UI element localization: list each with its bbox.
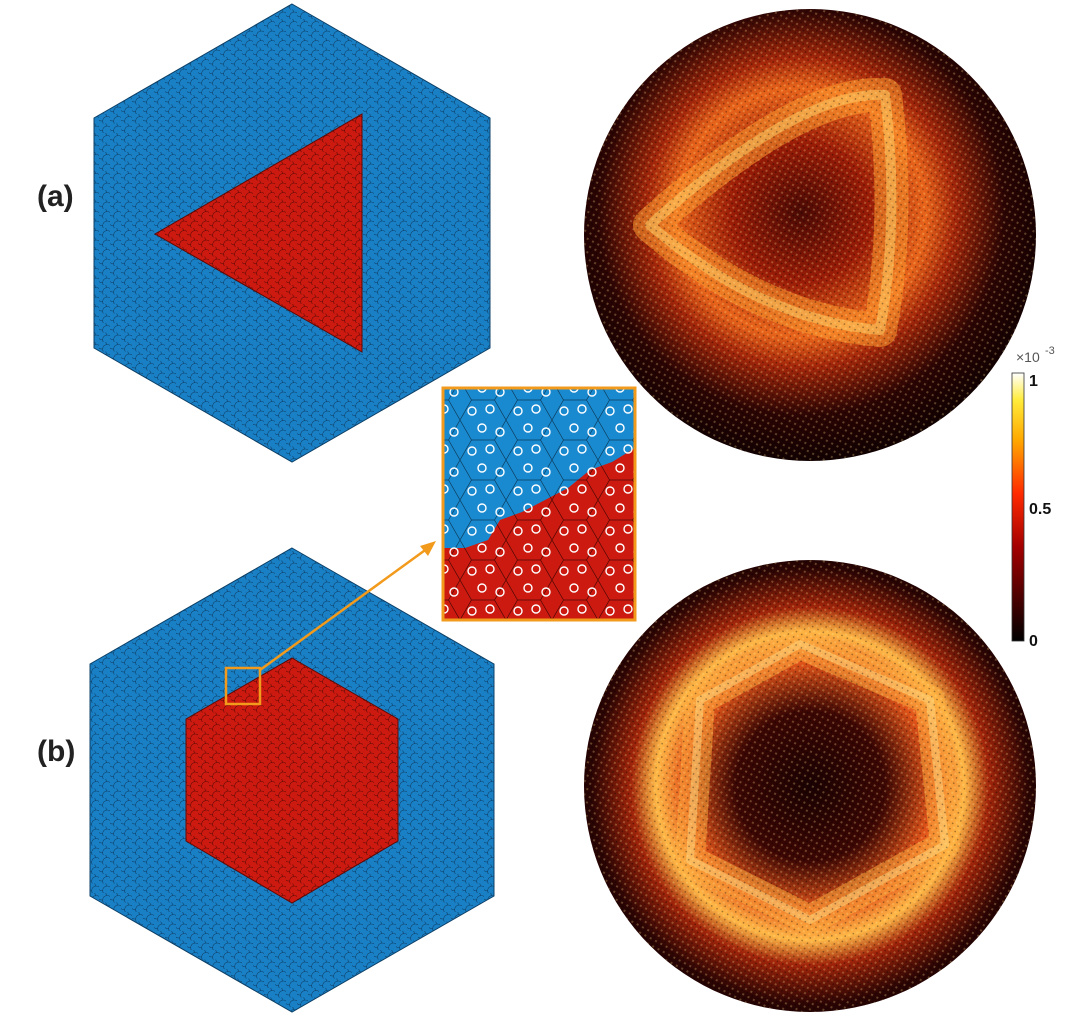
- colorbar-tick-min: 0: [1029, 633, 1038, 650]
- inset-frame: [441, 386, 637, 622]
- colorbar-exponent-prefix: ×10: [1016, 349, 1040, 365]
- panel-label-b: (b): [37, 735, 76, 768]
- inset-blue-region: [443, 388, 635, 548]
- inner-triangle-a: [153, 113, 363, 353]
- lattice-b: [89, 547, 495, 1013]
- colorbar-gradient: [1011, 372, 1025, 642]
- colorbar: ×10 -3 1 0.5 0: [1011, 345, 1055, 650]
- zoom-inset: [441, 386, 637, 622]
- field-pattern-b: [584, 560, 1036, 1012]
- field-pattern-a: [584, 9, 1036, 461]
- colorbar-exponent: -3: [1045, 345, 1055, 357]
- colorbar-tick-max: 1: [1029, 373, 1038, 390]
- inner-hexagon-b: [185, 657, 399, 904]
- zoom-arrow: [259, 541, 436, 672]
- panel-label-a: (a): [37, 180, 74, 213]
- colorbar-tick-mid: 0.5: [1029, 501, 1051, 518]
- zoom-box: [224, 666, 262, 706]
- lattice-a: [93, 3, 491, 463]
